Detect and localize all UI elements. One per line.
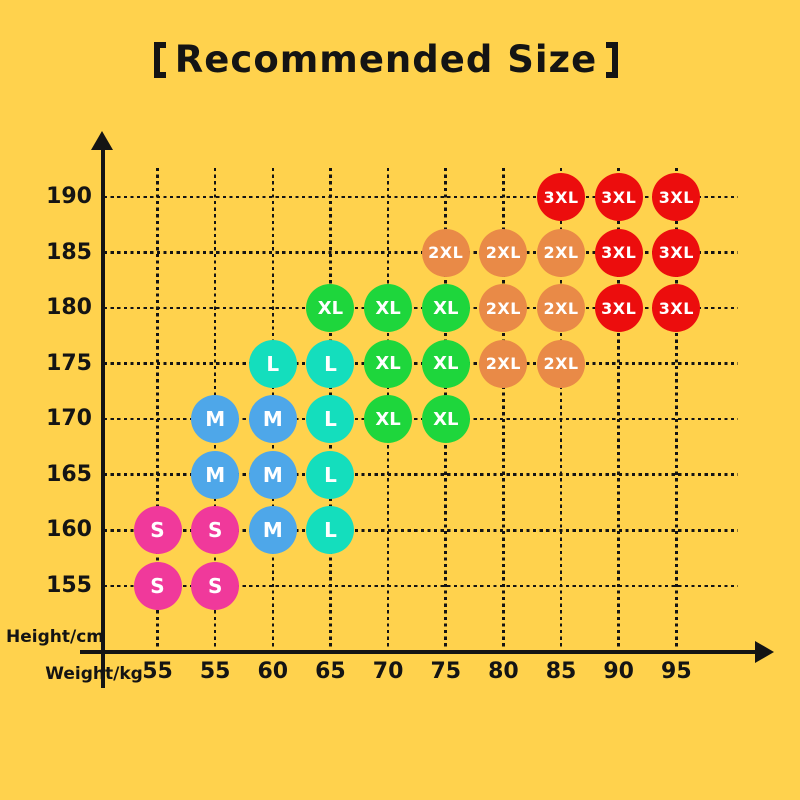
v-gridline-col10 — [675, 168, 678, 652]
y-tick-label-185: 185 — [46, 239, 92, 265]
x-tick-label-col8: 85 — [545, 659, 577, 684]
x-axis-arrow-icon — [755, 641, 774, 663]
size-bubble-M-h170-w55: M — [191, 395, 240, 444]
h-gridline-185 — [104, 251, 738, 254]
v-gridline-col9 — [617, 168, 620, 652]
x-tick-label-col9: 90 — [603, 659, 634, 684]
size-bubble-3XL-h185-w90: 3XL — [594, 228, 643, 277]
size-bubble-L-h170-w65: L — [306, 395, 355, 444]
v-gridline-col8 — [559, 168, 563, 652]
size-bubble-M-h170-w60: M — [248, 395, 297, 444]
size-bubble-S-h160-w55: S — [133, 506, 182, 555]
h-gridline-165 — [104, 473, 738, 477]
y-tick-label-180: 180 — [46, 295, 92, 321]
size-bubble-L-h160-w65: L — [306, 506, 355, 555]
y-tick-label-175: 175 — [46, 350, 92, 376]
size-bubble-XL-h180-w75: XL — [421, 284, 470, 333]
size-bubble-3XL-h190-w95: 3XL — [652, 173, 701, 221]
size-bubble-S-h160-w55: S — [191, 506, 240, 555]
x-tick-label-col6: 75 — [430, 659, 462, 684]
h-gridline-175 — [104, 362, 738, 365]
page-title-text: Recommended Size — [174, 38, 598, 81]
size-bubble-XL-h175-w75: XL — [421, 339, 470, 388]
x-tick-label-col7: 80 — [488, 659, 519, 684]
x-axis-title: Weight/kg — [45, 664, 143, 684]
size-bubble-2XL-h180-w80: 2XL — [479, 284, 528, 333]
x-tick-label-col5: 70 — [372, 659, 404, 684]
y-tick-label-165: 165 — [46, 461, 92, 487]
size-bubble-3XL-h180-w90: 3XL — [594, 284, 643, 333]
size-bubble-S-h155-w55: S — [191, 561, 240, 610]
x-tick-label-col3: 60 — [257, 659, 289, 684]
v-gridline-col1 — [156, 168, 159, 652]
x-tick-label-col10: 95 — [661, 659, 692, 684]
size-bubble-XL-h170-w70: XL — [364, 395, 413, 444]
size-bubble-3XL-h190-w85: 3XL — [537, 173, 586, 221]
left-lenticular-bracket — [153, 41, 166, 78]
size-bubble-XL-h170-w75: XL — [421, 395, 470, 444]
size-bubble-2XL-h185-w75: 2XL — [421, 228, 470, 277]
size-bubble-3XL-h180-w95: 3XL — [652, 284, 701, 333]
size-bubble-M-h160-w60: M — [248, 506, 297, 555]
size-bubble-L-h175-w60: L — [248, 339, 297, 388]
size-bubble-2XL-h185-w85: 2XL — [537, 228, 586, 277]
x-tick-label-col2: 55 — [199, 659, 231, 684]
size-bubble-XL-h180-w65: XL — [306, 284, 355, 333]
x-axis-line — [80, 650, 757, 654]
size-bubble-L-h165-w65: L — [306, 450, 355, 499]
h-gridline-170 — [104, 417, 738, 421]
size-bubble-3XL-h190-w90: 3XL — [594, 173, 643, 221]
y-axis-arrow-icon — [91, 131, 113, 150]
y-tick-label-155: 155 — [46, 572, 92, 598]
size-bubble-2XL-h175-w85: 2XL — [537, 339, 586, 388]
size-bubble-2XL-h175-w80: 2XL — [479, 339, 528, 388]
size-bubble-S-h155-w55: S — [133, 561, 182, 610]
y-axis-line — [100, 147, 105, 688]
x-tick-label-col4: 65 — [315, 659, 346, 684]
y-axis-title: Height/cm — [6, 627, 104, 647]
y-tick-label-190: 190 — [46, 184, 92, 209]
size-bubble-M-h165-w55: M — [191, 450, 240, 499]
h-gridline-155 — [104, 584, 738, 588]
y-tick-label-160: 160 — [46, 517, 92, 543]
size-bubble-XL-h180-w70: XL — [364, 284, 413, 333]
size-bubble-2XL-h185-w80: 2XL — [479, 228, 528, 277]
h-gridline-160 — [104, 529, 738, 532]
size-bubble-XL-h175-w70: XL — [364, 339, 413, 388]
size-bubble-2XL-h180-w85: 2XL — [537, 284, 586, 333]
x-tick-label-col1: 55 — [142, 659, 173, 684]
y-tick-label-170: 170 — [46, 406, 92, 432]
size-bubble-M-h165-w60: M — [248, 450, 297, 499]
size-bubble-L-h175-w65: L — [306, 339, 355, 388]
right-lenticular-bracket — [606, 41, 619, 78]
v-gridline-col7 — [502, 168, 505, 652]
h-gridline-180 — [104, 306, 738, 310]
size-bubble-3XL-h185-w95: 3XL — [652, 228, 701, 277]
h-gridline-190 — [104, 195, 738, 199]
page-title: Recommended Size — [0, 38, 772, 81]
